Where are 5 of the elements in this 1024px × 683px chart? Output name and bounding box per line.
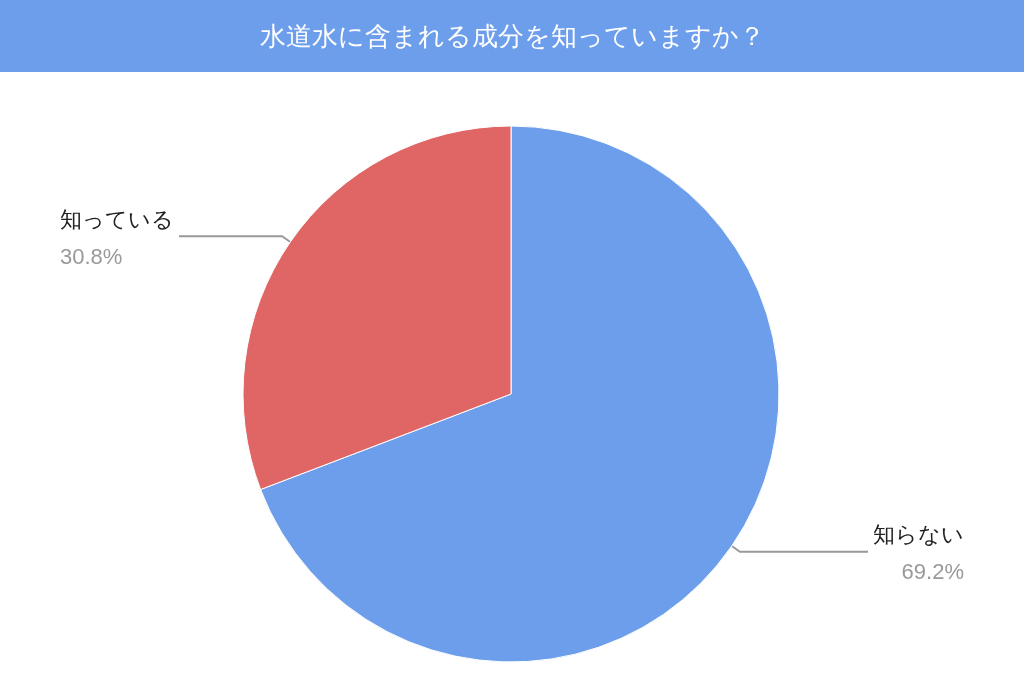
slice-label: 知っている: [60, 206, 174, 232]
slice-label: 知らない: [873, 522, 964, 548]
chart-title: 水道水に含まれる成分を知っていますか？: [0, 0, 1024, 72]
data-label: 69.2%: [901, 559, 964, 585]
data-label: 30.8%: [60, 243, 123, 269]
